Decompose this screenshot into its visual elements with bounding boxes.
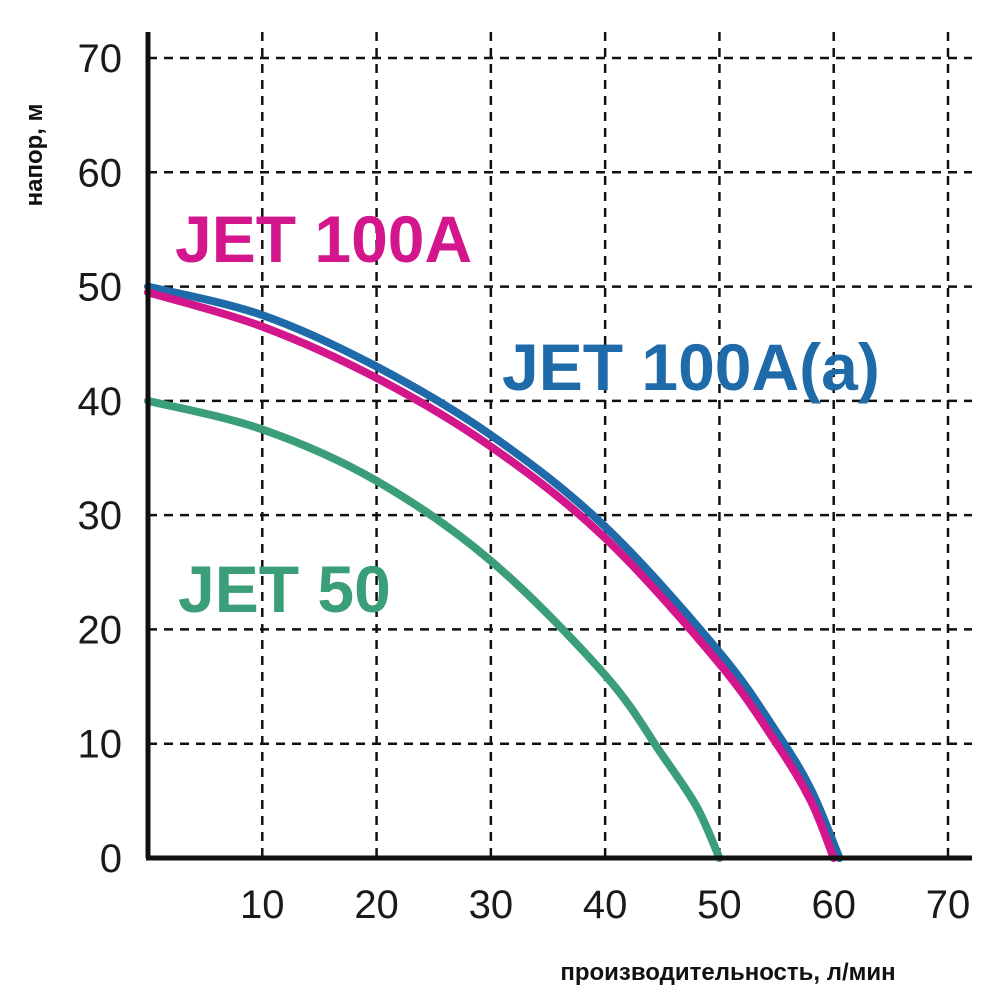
y-tick-label: 30 [78,494,123,538]
x-axis-title: производительность, л/мин [560,959,895,986]
tick-labels: 0 10 20 30 40 50 60 70 10 20 30 40 50 60 70 [78,37,971,927]
x-tick-label: 70 [926,883,971,927]
x-tick-label: 60 [811,883,856,927]
y-tick-label: 10 [78,723,123,767]
y-tick-label: 70 [78,37,123,81]
y-tick-label: 0 [100,837,122,881]
y-tick-label: 50 [78,266,123,310]
legend-label-jet-100a: JET 100A [175,202,472,276]
legend-label-jet-100a-a: JET 100A(a) [502,330,880,404]
y-axis-title: напор, м [21,104,48,207]
grid-lines [148,32,972,858]
x-tick-label: 10 [240,883,285,927]
series-line-jet-100a [144,288,838,862]
x-tick-label: 50 [697,883,742,927]
series-line-jet-50 [144,396,724,862]
x-tick-label: 40 [583,883,628,927]
series-line-jet-100a-a [144,282,844,862]
x-tick-label: 20 [354,883,399,927]
y-tick-label: 60 [78,151,123,195]
x-tick-label: 30 [469,883,514,927]
y-tick-label: 40 [78,380,123,424]
legend-label-jet-50: JET 50 [178,552,391,626]
y-tick-label: 20 [78,608,123,652]
series-curves [144,282,844,862]
